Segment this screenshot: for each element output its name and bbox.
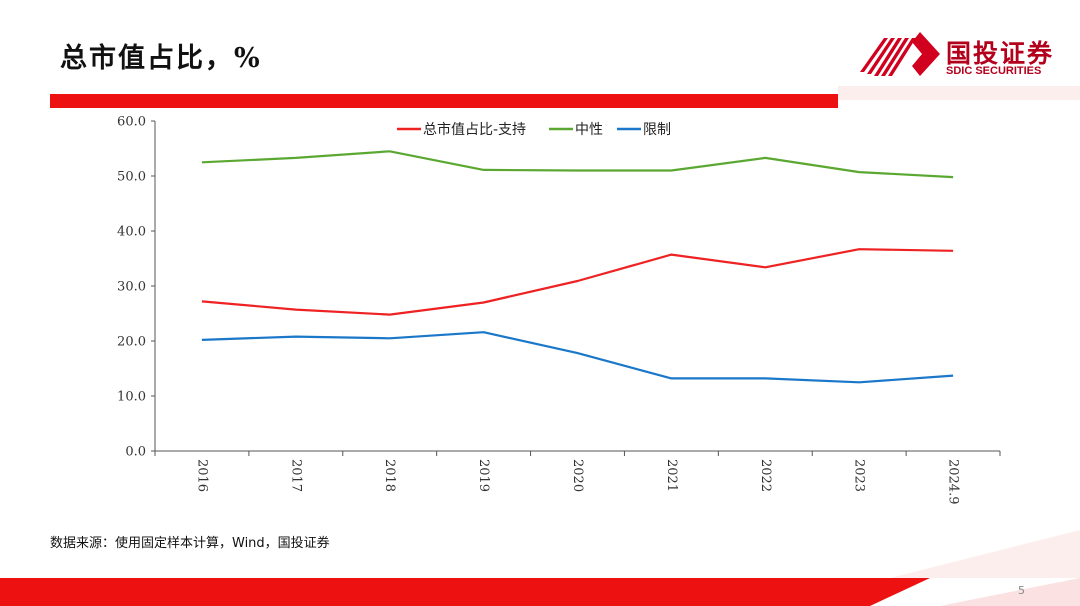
y-tick-label: 40.0 <box>117 225 146 240</box>
source-note: 数据来源：使用固定样本计算，Wind，国投证券 <box>50 536 330 551</box>
legend-label: 限制 <box>643 122 671 138</box>
page-title: 总市值占比，% <box>60 43 262 74</box>
header-rule <box>50 94 838 108</box>
x-tick-label: 2020 <box>570 459 585 492</box>
x-tick-label: 2021 <box>664 459 679 492</box>
series-line <box>201 331 954 384</box>
y-tick-label: 50.0 <box>117 170 146 185</box>
y-tick-label: 60.0 <box>117 115 146 130</box>
x-tick-label: 2018 <box>382 459 397 492</box>
header-rule-light <box>838 86 1080 100</box>
line-chart: 0.0 10.0 20.0 30.0 40.0 50.0 60.0 2016 2017 2018 2… <box>117 115 1001 505</box>
x-tick-label: 2024.9 <box>946 459 961 505</box>
x-tick-label: 2016 <box>194 459 209 492</box>
y-tick-label: 10.0 <box>117 390 146 405</box>
legend-label: 总市值占比-支持 <box>423 121 526 138</box>
series-line <box>201 248 954 316</box>
footer-bar <box>0 578 1080 606</box>
series-line <box>201 150 954 179</box>
x-tick-label: 2017 <box>288 459 303 492</box>
x-tick-label: 2022 <box>758 459 773 492</box>
y-tick-label: 20.0 <box>117 335 146 350</box>
page-number: 5 <box>1018 584 1025 597</box>
logo-english-text: SDIC SECURITIES <box>946 65 1042 77</box>
y-tick-label: 30.0 <box>117 280 146 295</box>
y-tick-label: 0.0 <box>125 445 146 460</box>
footer-accent <box>890 530 1080 578</box>
company-logo: 国投证券 SDIC SECURITIES <box>860 32 1070 78</box>
logo-stripes-icon <box>860 32 940 76</box>
legend-label: 中性 <box>575 122 603 138</box>
logo-chinese-text: 国投证券 <box>946 39 1055 68</box>
x-tick-label: 2023 <box>852 459 867 492</box>
x-tick-label: 2019 <box>476 459 491 492</box>
